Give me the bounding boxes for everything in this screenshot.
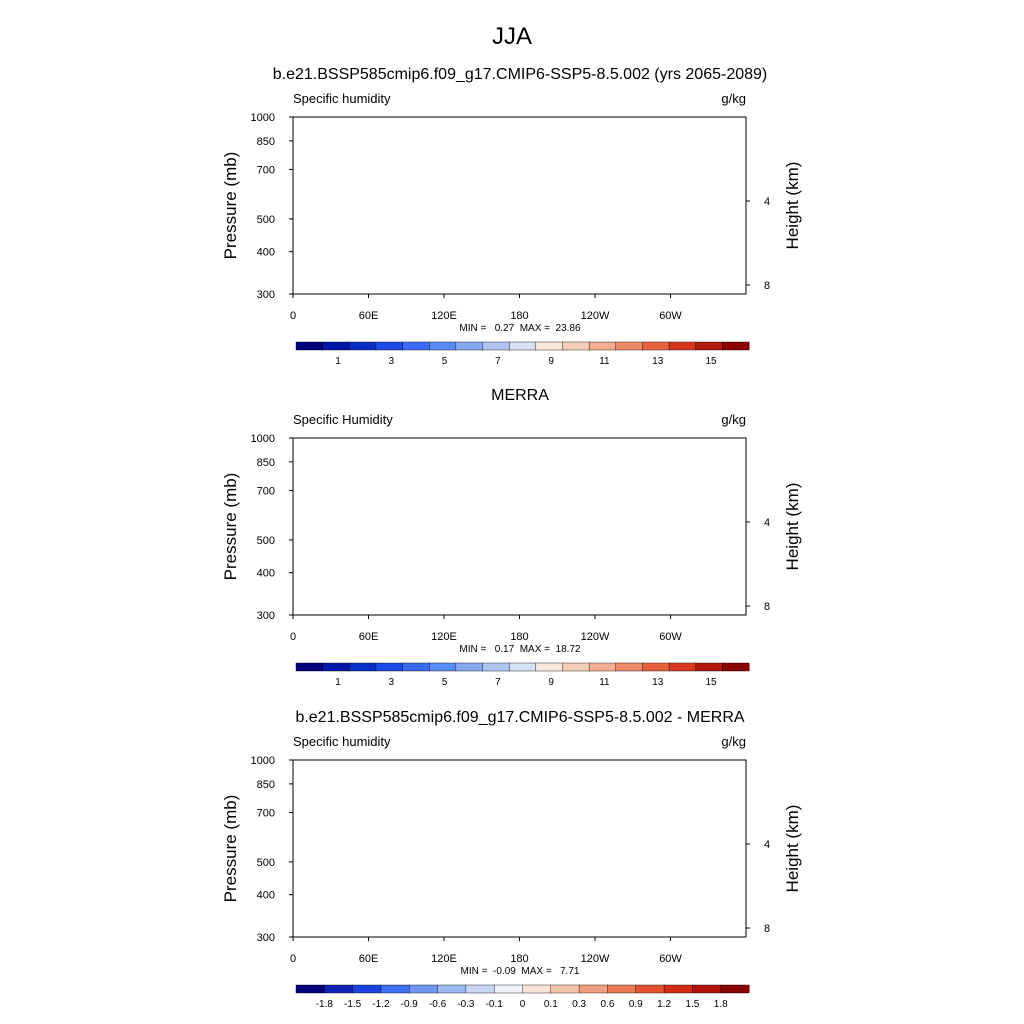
panel-units-label: g/kg (721, 91, 746, 106)
figure-title: JJA (492, 23, 532, 50)
panel-1: b.e21.BSSP585cmip6.f09_g17.CMIP6-SSP5-8.… (221, 66, 802, 367)
panels: b.e21.BSSP585cmip6.f09_g17.CMIP6-SSP5-8.… (221, 66, 802, 1010)
panel-title: b.e21.BSSP585cmip6.f09_g17.CMIP6-SSP5-8.… (273, 66, 768, 83)
panel-left-label: Specific humidity (293, 91, 391, 106)
